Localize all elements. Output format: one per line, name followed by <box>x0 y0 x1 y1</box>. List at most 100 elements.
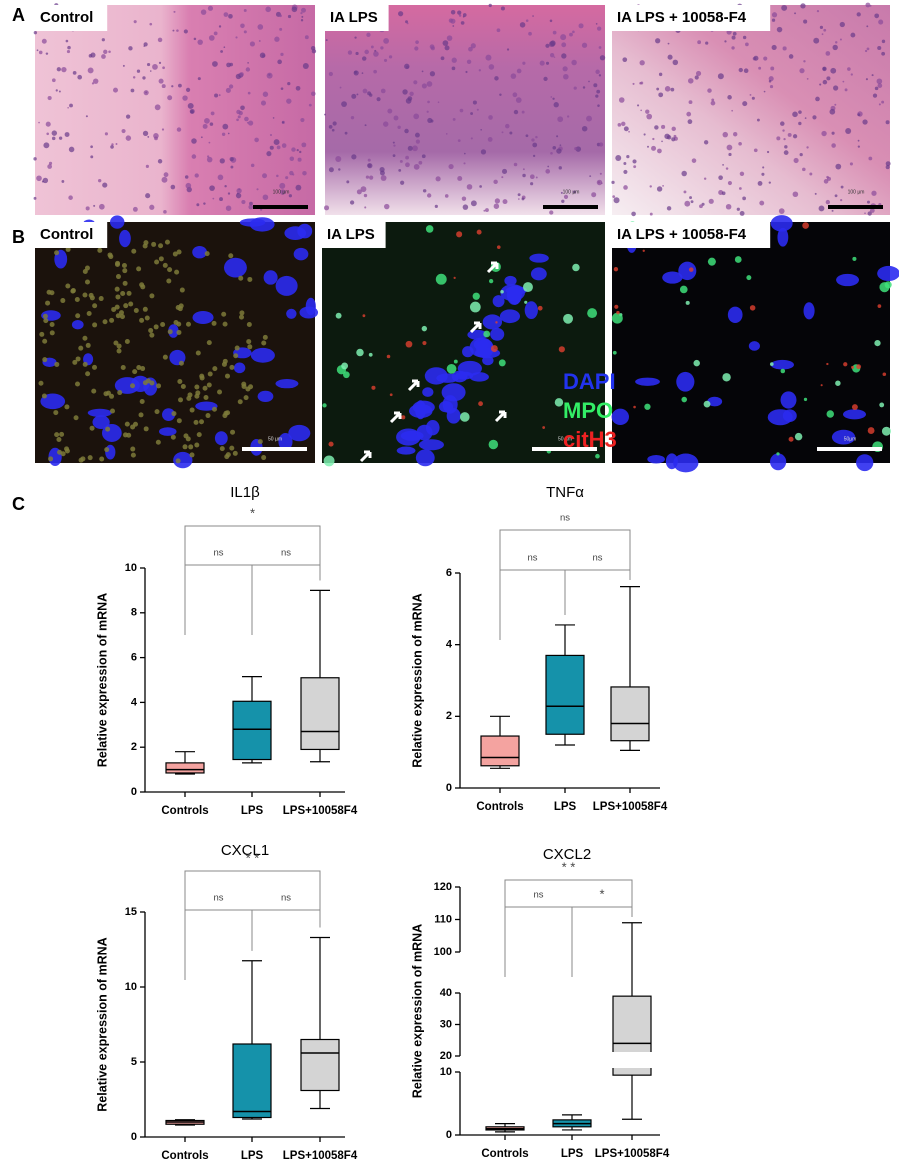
nucleus <box>559 144 562 147</box>
mpo-signal <box>323 455 335 467</box>
nucleus <box>835 163 842 170</box>
autofluorescence <box>75 356 81 362</box>
nucleus <box>722 163 724 166</box>
autofluorescence <box>233 353 239 359</box>
cith3-signal <box>843 362 848 367</box>
nucleus <box>535 176 538 179</box>
autofluorescence <box>199 373 205 379</box>
nucleus <box>783 137 786 141</box>
dapi-nucleus <box>782 409 797 422</box>
nucleus <box>85 115 88 118</box>
nucleus <box>415 139 421 144</box>
autofluorescence <box>153 324 159 330</box>
nucleus <box>758 66 762 70</box>
nucleus <box>161 84 166 89</box>
nucleus <box>310 45 316 51</box>
nucleus <box>370 45 374 49</box>
nucleus <box>218 94 221 97</box>
nucleus <box>277 59 282 65</box>
nucleus <box>505 123 510 129</box>
dapi-nucleus <box>856 454 874 472</box>
nucleus <box>780 121 785 126</box>
nucleus <box>249 201 253 206</box>
nucleus <box>633 165 637 169</box>
autofluorescence <box>116 348 122 354</box>
autofluorescence <box>177 378 183 384</box>
nucleus <box>857 139 860 142</box>
nucleus <box>91 82 95 85</box>
nucleus <box>612 195 616 198</box>
dapi-nucleus <box>415 449 435 467</box>
nucleus <box>510 73 517 79</box>
nucleus <box>339 86 342 89</box>
nucleus <box>549 210 554 215</box>
nucleus <box>753 148 758 153</box>
nucleus <box>881 100 885 104</box>
dapi-nucleus <box>635 377 660 386</box>
nucleus <box>42 177 49 184</box>
dapi-nucleus <box>499 309 521 324</box>
nucleus <box>392 154 396 158</box>
cith3-signal <box>882 372 887 377</box>
dapi-nucleus <box>192 245 207 259</box>
mpo-signal <box>524 300 528 304</box>
autofluorescence <box>130 424 136 430</box>
nucleus <box>632 82 635 85</box>
nucleus <box>196 203 200 207</box>
nucleus <box>209 185 215 191</box>
nucleus <box>302 170 307 176</box>
nucleus <box>311 91 316 97</box>
mpo-signal <box>722 373 731 382</box>
nucleus <box>681 170 687 177</box>
x-tick-label: LPS+10058F4 <box>283 1150 358 1162</box>
nucleus <box>708 198 714 204</box>
mpo-signal <box>874 339 881 347</box>
nucleus <box>367 91 372 96</box>
dapi-nucleus <box>105 444 116 460</box>
nucleus <box>249 41 256 47</box>
nucleus <box>61 180 65 183</box>
arrow <box>486 261 499 274</box>
nucleus <box>115 143 118 145</box>
mpo-signal <box>826 410 835 418</box>
autofluorescence <box>139 399 145 405</box>
autofluorescence <box>176 329 182 335</box>
nucleus <box>281 143 287 148</box>
nucleus <box>236 188 242 194</box>
autofluorescence <box>117 390 123 396</box>
nucleus <box>549 41 555 47</box>
nucleus <box>344 131 348 135</box>
nucleus <box>470 112 474 115</box>
nucleus <box>90 155 94 159</box>
autofluorescence <box>142 306 148 312</box>
nucleus <box>457 175 463 181</box>
nucleus <box>214 93 219 98</box>
nucleus <box>799 152 803 157</box>
dapi-nucleus <box>611 408 629 426</box>
nucleus <box>183 29 188 34</box>
autofluorescence <box>128 301 134 307</box>
autofluorescence <box>160 321 166 327</box>
nucleus <box>626 155 630 159</box>
nucleus <box>556 135 559 138</box>
nucleus <box>869 208 875 213</box>
mpo-signal <box>453 359 458 364</box>
autofluorescence <box>130 446 136 452</box>
mpo-signal <box>879 282 890 293</box>
mpo-signal <box>611 312 623 324</box>
dapi-nucleus <box>110 215 125 229</box>
nucleus <box>493 179 498 185</box>
autofluorescence <box>38 380 44 386</box>
mpo-signal <box>644 403 651 410</box>
nucleus <box>798 121 802 126</box>
nucleus <box>448 163 454 170</box>
nucleus <box>835 41 838 44</box>
autofluorescence <box>84 279 90 285</box>
nucleus <box>67 45 71 50</box>
significance-bracket <box>251 909 321 951</box>
autofluorescence <box>105 390 111 396</box>
nucleus <box>367 158 371 162</box>
autofluorescence <box>85 371 91 377</box>
nucleus <box>41 38 47 44</box>
nucleus <box>399 159 403 163</box>
